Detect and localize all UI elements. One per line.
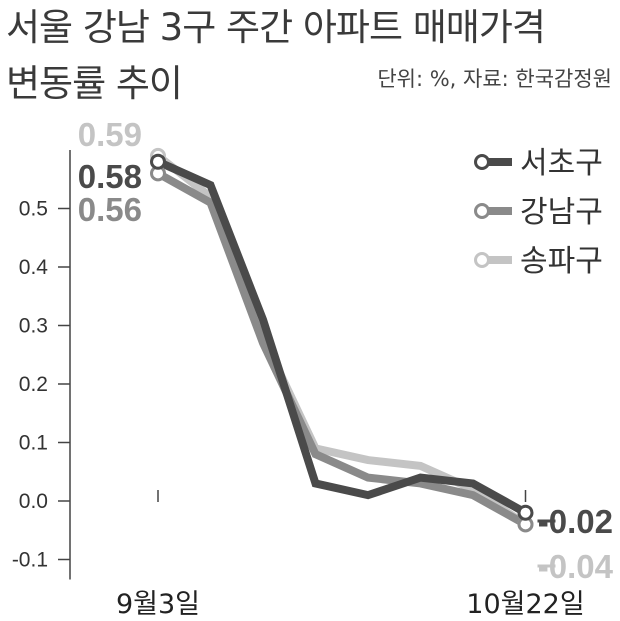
x-tick-label: 10월22일 (466, 589, 584, 620)
y-tick-label: 0.2 (19, 373, 48, 396)
end-value-label: -0.02 (538, 503, 613, 540)
legend-label: 강남구 (520, 195, 603, 230)
unit-source-note: 단위: %, 자료: 한국감정원 (377, 67, 612, 91)
y-tick-label: -0.1 (12, 549, 48, 572)
legend-label: 송파구 (520, 244, 603, 279)
title-line-1: 서울 강남 3구 주간 아파트 매매가격 (6, 6, 546, 49)
series-endpoint-marker (517, 504, 534, 521)
y-tick-label: 0.4 (19, 256, 49, 279)
start-value-label: 0.59 (78, 116, 142, 153)
start-value-label: 0.58 (78, 158, 142, 195)
legend-swatch-marker (474, 252, 490, 268)
y-tick-label: 0.5 (19, 198, 48, 221)
y-tick-label: 0.3 (19, 315, 48, 338)
title-line-2: 변동률 추이 (6, 62, 183, 105)
series-line-1 (156, 158, 528, 517)
legend-label: 서초구 (520, 146, 603, 181)
y-tick-label: 0.0 (19, 490, 48, 513)
series-endpoint-marker (150, 153, 166, 170)
series-line-2 (156, 169, 528, 528)
legend-swatch-marker (474, 203, 490, 219)
end-value-label: -0.04 (538, 548, 614, 585)
chart-title: 서울 강남 3구 주간 아파트 매매가격 변동률 추이 (6, 0, 616, 112)
y-tick-label: 0.1 (19, 432, 48, 455)
legend-swatch-marker (474, 154, 490, 170)
start-value-label: 0.56 (78, 191, 142, 228)
x-tick-label: 9월3일 (116, 589, 200, 620)
